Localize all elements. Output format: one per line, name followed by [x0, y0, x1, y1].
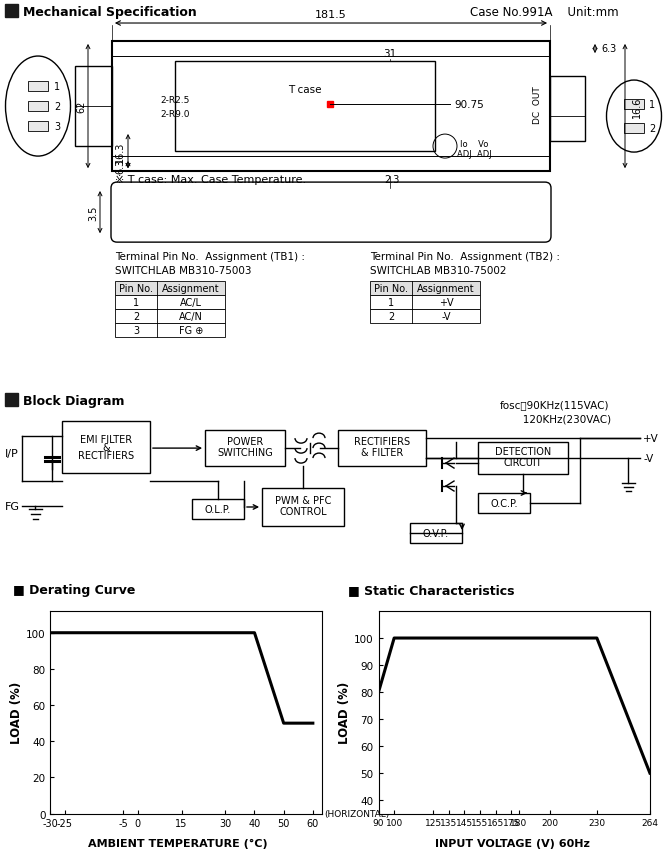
Bar — [205, 430, 285, 467]
Bar — [338, 430, 426, 467]
Text: AMBIENT TEMPERATURE (°C): AMBIENT TEMPERATURE (°C) — [88, 839, 267, 848]
Bar — [115, 296, 225, 310]
Text: 1: 1 — [649, 100, 655, 110]
Bar — [478, 443, 568, 474]
Text: ■ Static Characteristics: ■ Static Characteristics — [348, 584, 515, 597]
Text: POWER: POWER — [227, 437, 263, 447]
Text: RECTIFIERS: RECTIFIERS — [354, 437, 410, 447]
Text: fosc：90KHz(115VAC)
       120KHz(230VAC): fosc：90KHz(115VAC) 120KHz(230VAC) — [500, 400, 611, 424]
Text: +V: +V — [643, 434, 659, 443]
Text: &: & — [103, 443, 110, 453]
Bar — [478, 493, 530, 513]
Text: EMI FILTER: EMI FILTER — [80, 435, 132, 444]
Bar — [115, 324, 225, 338]
Text: ※ T case: Max. Case Temperature.: ※ T case: Max. Case Temperature. — [115, 175, 306, 185]
Text: INPUT VOLTAGE (V) 60Hz: INPUT VOLTAGE (V) 60Hz — [435, 839, 590, 848]
Text: Block Diagram: Block Diagram — [23, 394, 125, 407]
Text: O.V.P.: O.V.P. — [423, 529, 449, 538]
Text: SWITCHING: SWITCHING — [217, 448, 273, 457]
Text: 2: 2 — [54, 102, 60, 112]
Text: O.L.P.: O.L.P. — [205, 505, 231, 514]
Bar — [370, 282, 480, 296]
Text: 6.3: 6.3 — [115, 158, 125, 174]
Text: FG ⊕: FG ⊕ — [179, 325, 203, 336]
Bar — [28, 102, 48, 112]
Y-axis label: LOAD (%): LOAD (%) — [10, 681, 23, 744]
Text: Io    Vo: Io Vo — [460, 139, 488, 148]
Bar — [115, 310, 225, 324]
Bar — [62, 422, 150, 474]
Text: 181.5: 181.5 — [315, 10, 347, 20]
Text: 2.3: 2.3 — [385, 175, 400, 185]
Bar — [5, 5, 18, 18]
Text: Mechanical Specification: Mechanical Specification — [23, 5, 197, 18]
Text: 16.3: 16.3 — [115, 141, 125, 163]
Text: SWITCHLAB MB310-75002: SWITCHLAB MB310-75002 — [370, 266, 507, 276]
Text: 62: 62 — [76, 101, 86, 113]
Text: 3.5: 3.5 — [88, 205, 98, 220]
Text: 2: 2 — [388, 312, 394, 322]
Bar — [75, 67, 112, 147]
Text: SWITCHLAB MB310-75003: SWITCHLAB MB310-75003 — [115, 266, 251, 276]
Text: I/P: I/P — [5, 449, 19, 459]
Text: FG: FG — [5, 501, 20, 511]
Bar — [262, 488, 344, 526]
Bar — [370, 310, 480, 324]
Bar — [550, 77, 585, 142]
Text: 31: 31 — [383, 49, 397, 59]
Text: -V: -V — [442, 312, 451, 322]
Text: 3: 3 — [133, 325, 139, 336]
Text: CONTROL: CONTROL — [279, 506, 327, 517]
Text: 2: 2 — [133, 312, 139, 322]
Text: DETECTION: DETECTION — [495, 447, 551, 456]
Bar — [192, 499, 244, 519]
Text: O.C.P.: O.C.P. — [490, 499, 518, 508]
Text: 2-R2.5: 2-R2.5 — [160, 96, 190, 104]
Text: CIRCUIT: CIRCUIT — [504, 457, 542, 468]
Text: 90.75: 90.75 — [454, 100, 484, 110]
Text: -V: -V — [643, 454, 653, 463]
Text: 6.3: 6.3 — [601, 44, 616, 54]
Text: 1: 1 — [388, 298, 394, 307]
Y-axis label: LOAD (%): LOAD (%) — [338, 681, 351, 744]
Text: RECTIFIERS: RECTIFIERS — [78, 450, 134, 461]
Text: (HORIZONTAL): (HORIZONTAL) — [324, 809, 389, 818]
Text: PWM & PFC: PWM & PFC — [275, 495, 331, 505]
Text: AC/N: AC/N — [179, 312, 203, 322]
Text: AC/L: AC/L — [180, 298, 202, 307]
Text: 1: 1 — [133, 298, 139, 307]
Text: 2-R9.0: 2-R9.0 — [160, 109, 190, 119]
Text: 3: 3 — [54, 122, 60, 132]
Text: 1: 1 — [54, 82, 60, 92]
Bar — [410, 523, 462, 543]
Text: ADJ  ADJ: ADJ ADJ — [457, 150, 491, 158]
Text: 2: 2 — [649, 124, 655, 134]
Text: Terminal Pin No.  Assignment (TB2) :: Terminal Pin No. Assignment (TB2) : — [370, 251, 560, 262]
Bar — [28, 122, 48, 132]
Text: ■ Derating Curve: ■ Derating Curve — [13, 584, 136, 597]
Text: Terminal Pin No.  Assignment (TB1) :: Terminal Pin No. Assignment (TB1) : — [115, 251, 305, 262]
Bar — [115, 282, 225, 296]
Text: Pin No.: Pin No. — [374, 284, 408, 294]
Bar — [28, 82, 48, 92]
Bar — [370, 296, 480, 310]
Bar — [624, 124, 644, 134]
Text: 16.6: 16.6 — [632, 96, 642, 118]
Text: Assignment: Assignment — [162, 284, 220, 294]
Bar — [5, 393, 18, 406]
Text: T case: T case — [289, 85, 322, 95]
Text: & FILTER: & FILTER — [361, 448, 403, 457]
Bar — [112, 42, 550, 172]
Text: Case No.991A    Unit:mm: Case No.991A Unit:mm — [470, 5, 618, 18]
Bar — [175, 62, 435, 152]
Text: Assignment: Assignment — [417, 284, 475, 294]
Text: +V: +V — [439, 298, 454, 307]
Bar — [624, 100, 644, 110]
Text: Pin No.: Pin No. — [119, 284, 153, 294]
Text: DC  OUT: DC OUT — [533, 86, 541, 124]
